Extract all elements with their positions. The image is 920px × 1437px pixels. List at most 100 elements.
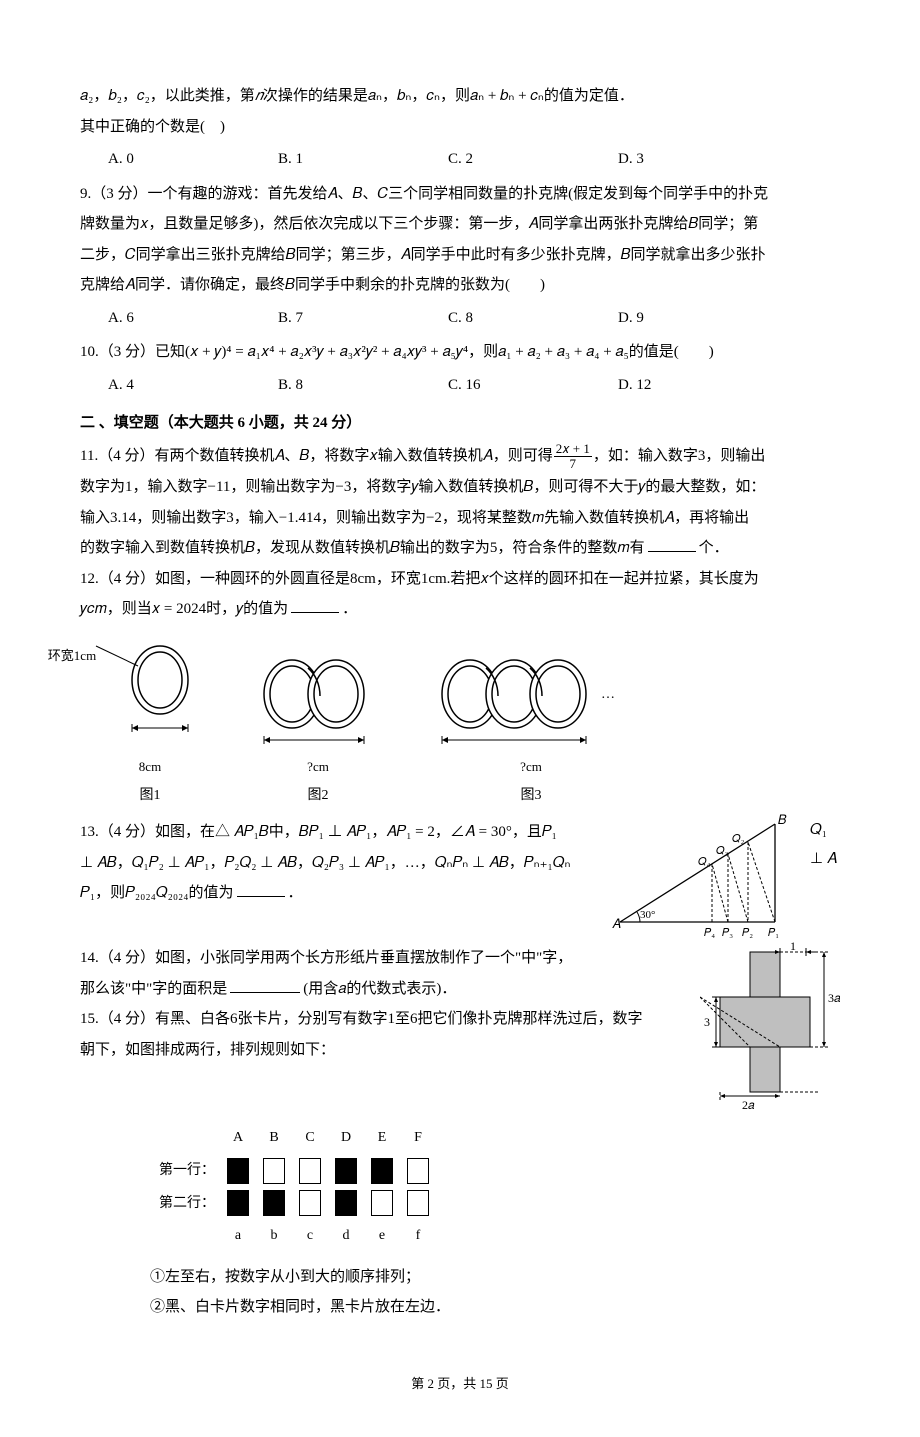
q8-options: A. 0 B. 1 C. 2 D. 3 — [108, 145, 840, 174]
fig2-block: ?cm 图2 — [238, 656, 398, 810]
row1-label: 第一行： — [158, 1157, 216, 1186]
q12-p2b: ． — [342, 601, 357, 617]
q10-opt-c: C. 16 — [448, 371, 618, 400]
ring-fig1-svg — [90, 632, 210, 742]
col-F: F — [404, 1124, 432, 1153]
r2c4 — [335, 1190, 357, 1216]
q15-p2: 朝下，如图排成两行，排列规则如下： — [80, 1036, 686, 1065]
q8-l1c: 次操作的结果是 — [263, 88, 368, 104]
q11-frac-den: 7 — [554, 457, 592, 471]
col-A: A — [224, 1124, 252, 1153]
page-footer: 第 2 页，共 15 页 — [80, 1372, 840, 1397]
col-E: E — [368, 1124, 396, 1153]
col-d: d — [332, 1222, 360, 1251]
ring-fig2-svg — [238, 656, 398, 752]
q13-p2: ⊥ 𝐴𝐵，𝑄₁𝑃₂ ⊥ 𝐴𝑃₁，𝑃₂𝑄₂ ⊥ 𝐴𝐵，𝑄₂𝑃₃ ⊥ 𝐴𝑃₁，…，𝑄… — [80, 849, 598, 878]
q14-p2: 那么该"中"字的面积是(用含𝑎的代数式表示)． — [80, 975, 686, 1004]
r2c6 — [407, 1190, 429, 1216]
q10-options: A. 4 B. 8 C. 16 D. 12 — [108, 371, 840, 400]
q11-p3: 输入3.14，则输出数字3，输入−1.414，则输出数字为−2，现将某整数𝑚先输… — [80, 504, 840, 533]
q9-p4: 克牌给𝐴同学．请你确定，最终𝐵同学手中剩余的扑克牌的张数为( ) — [80, 271, 840, 300]
svg-text:…: … — [601, 687, 615, 702]
q12-blank — [291, 597, 339, 613]
q9-p2: 牌数量为𝑥，且数量足够多)，然后依次完成以下三个步骤：第一步，𝐴同学拿出两张扑克… — [80, 210, 840, 239]
q11-p4b: 个． — [699, 540, 729, 556]
q14-blank — [230, 977, 300, 993]
r1c1 — [227, 1158, 249, 1184]
q9-opt-b: B. 7 — [278, 304, 448, 333]
q11-p1b: ，如：输入数字3，则输出 — [593, 448, 766, 464]
q11-p1a: 11.（4 分）有两个数值转换机𝐴、𝐵，将数字𝑥输入数值转换机𝐴，则可得 — [80, 448, 553, 464]
q13-text: 13.（4 分）如图，在△ 𝐴𝑃₁𝐵中，𝐵𝑃₁ ⊥ 𝐴𝑃₁，𝐴𝑃₁ = 2，∠𝐴… — [80, 816, 598, 910]
r1c5 — [371, 1158, 393, 1184]
q11-p4: 的数字输入到数值转换机𝐵，发现从数值转换机𝐵输出的数字为5，符合条件的整数𝑚有个… — [80, 534, 840, 563]
q15-p1: 15.（4 分）有黑、白各6张卡片，分别写有数字1至6把它们像扑克牌那样洗过后，… — [80, 1005, 686, 1034]
q8-l1e: 的值为定值． — [544, 88, 634, 104]
q11-blank — [648, 536, 696, 552]
ring-fig3-svg: … — [426, 656, 636, 752]
q8-opt-d: D. 3 — [618, 145, 788, 174]
col-e: e — [368, 1222, 396, 1251]
q14-p1: 14.（4 分）如图，小张同学用两个长方形纸片垂直摆放制作了一个"中"字， — [80, 944, 686, 973]
col-B: B — [260, 1124, 288, 1153]
col-c: c — [296, 1222, 324, 1251]
zhong-2a: 2𝑎 — [742, 1098, 755, 1112]
r1c4 — [335, 1158, 357, 1184]
q13-p1: 13.（4 分）如图，在△ 𝐴𝑃₁𝐵中，𝐵𝑃₁ ⊥ 𝐴𝑃₁，𝐴𝑃₁ = 2，∠𝐴… — [80, 818, 598, 847]
fig2-cap: 图2 — [238, 783, 398, 810]
q14-p2b: (用含𝑎的代数式表示)． — [303, 981, 456, 997]
fig3-block: … ?cm 图3 — [426, 656, 636, 810]
tri-Q3: 𝑄₃ — [716, 845, 729, 857]
q9-p3: 二步，𝐶同学拿出三张扑克牌给𝐵同学；第三步，𝐴同学手中此时有多少张扑克牌，𝐵同学… — [80, 241, 840, 270]
q12-p2: 𝑦𝑐𝑚，则当𝑥 = 2024时，𝑦的值为． — [80, 595, 840, 624]
col-C: C — [296, 1124, 324, 1153]
tri-Q2: 𝑄₂ — [732, 833, 745, 845]
q13-p2r: ⊥ 𝐴 — [810, 845, 840, 874]
q9-opt-c: C. 8 — [448, 304, 618, 333]
card-grid: A B C D E F 第一行： 第二行： a b — [150, 1120, 840, 1255]
q13-p1r: 𝑄₁ — [810, 816, 840, 845]
fig3-dim: ?cm — [426, 755, 636, 780]
fig1-cap: 图1 — [90, 783, 210, 810]
tri-Q4: 𝑄₄ — [698, 856, 711, 868]
r1c6 — [407, 1158, 429, 1184]
fig1-block: 环宽1cm 8cm 图1 — [90, 632, 210, 810]
q13-p3: 𝑃₁，则𝑃₂₀₂₄𝑄₂₀₂₄的值为 ． — [80, 879, 598, 908]
row2-label: 第二行： — [158, 1189, 216, 1218]
section2-header: 二 、填空题（本大题共 6 小题，共 24 分） — [80, 409, 840, 438]
q8-line1: 𝑎₂，𝑏₂，𝑐₂，以此类推，第𝑛次操作的结果是𝑎ₙ，𝑏ₙ，𝑐ₙ，则𝑎ₙ + 𝑏ₙ… — [80, 82, 840, 111]
q11-p1: 11.（4 分）有两个数值转换机𝐴、𝐵，将数字𝑥输入数值转换机𝐴，则可得2𝑥 +… — [80, 442, 840, 472]
q8-n: 𝑛 — [255, 88, 263, 104]
r2c5 — [371, 1190, 393, 1216]
q11-frac: 2𝑥 + 17 — [554, 442, 592, 472]
q13-p3b: ． — [288, 885, 303, 901]
q8-opt-c: C. 2 — [448, 145, 618, 174]
q13-p3a: 𝑃₁，则𝑃₂₀₂₄𝑄₂₀₂₄的值为 — [80, 885, 234, 901]
q10-opt-b: B. 8 — [278, 371, 448, 400]
tri-P4: 𝑃₄ — [704, 927, 715, 939]
q9-p1: 9.（3 分）一个有趣的游戏：首先发给𝐴、𝐵、𝐶三个同学相同数量的扑克牌(假定发… — [80, 180, 840, 209]
r2c2 — [263, 1190, 285, 1216]
rules: ①左至右，按数字从小到大的顺序排列； ②黑、白卡片数字相同时，黑卡片放在左边． — [150, 1263, 840, 1322]
col-f: f — [404, 1222, 432, 1251]
q8-opt-b: B. 1 — [278, 145, 448, 174]
r2c1 — [227, 1190, 249, 1216]
q11-p2: 数字为1，输入数字−11，则输出数字为−3，将数字𝑦输入数值转换机𝐵，则可得不大… — [80, 473, 840, 502]
q11-frac-num: 2𝑥 + 1 — [554, 442, 592, 457]
q9-opt-d: D. 9 — [618, 304, 788, 333]
tri-B: 𝐵 — [778, 812, 787, 827]
rule2: ②黑、白卡片数字相同时，黑卡片放在左边． — [150, 1293, 840, 1322]
tri-A: 𝐴 — [612, 916, 621, 931]
q10-opt-a: A. 4 — [108, 371, 278, 400]
tri-P3: 𝑃₃ — [722, 927, 733, 939]
q12-p1: 12.（4 分）如图，一种圆环的外圆直径是8cm，环宽1cm.若把𝑥个这样的圆环… — [80, 565, 840, 594]
q13-p2l: ⊥ 𝐴𝐵，𝑄₁𝑃₂ ⊥ 𝐴𝑃₁，𝑃₂𝑄₂ ⊥ 𝐴𝐵，𝑄₂𝑃₃ ⊥ 𝐴𝑃₁，…，𝑄… — [80, 849, 570, 878]
q8-l1d: 𝑎ₙ，𝑏ₙ，𝑐ₙ，则𝑎ₙ + 𝑏ₙ + 𝑐ₙ — [368, 88, 544, 104]
r1c3 — [299, 1158, 321, 1184]
col-D: D — [332, 1124, 360, 1153]
fig1-dim: 8cm — [90, 755, 210, 780]
q10-text: 10.（3 分）已知(𝑥 + 𝑦)⁴ = 𝑎₁𝑥⁴ + 𝑎₂𝑥³𝑦 + 𝑎₃𝑥²… — [80, 338, 840, 367]
q8-line2: 其中正确的个数是( ) — [80, 113, 840, 142]
q10-opt-d: D. 12 — [618, 371, 788, 400]
zhong-1: 1 — [790, 942, 796, 953]
